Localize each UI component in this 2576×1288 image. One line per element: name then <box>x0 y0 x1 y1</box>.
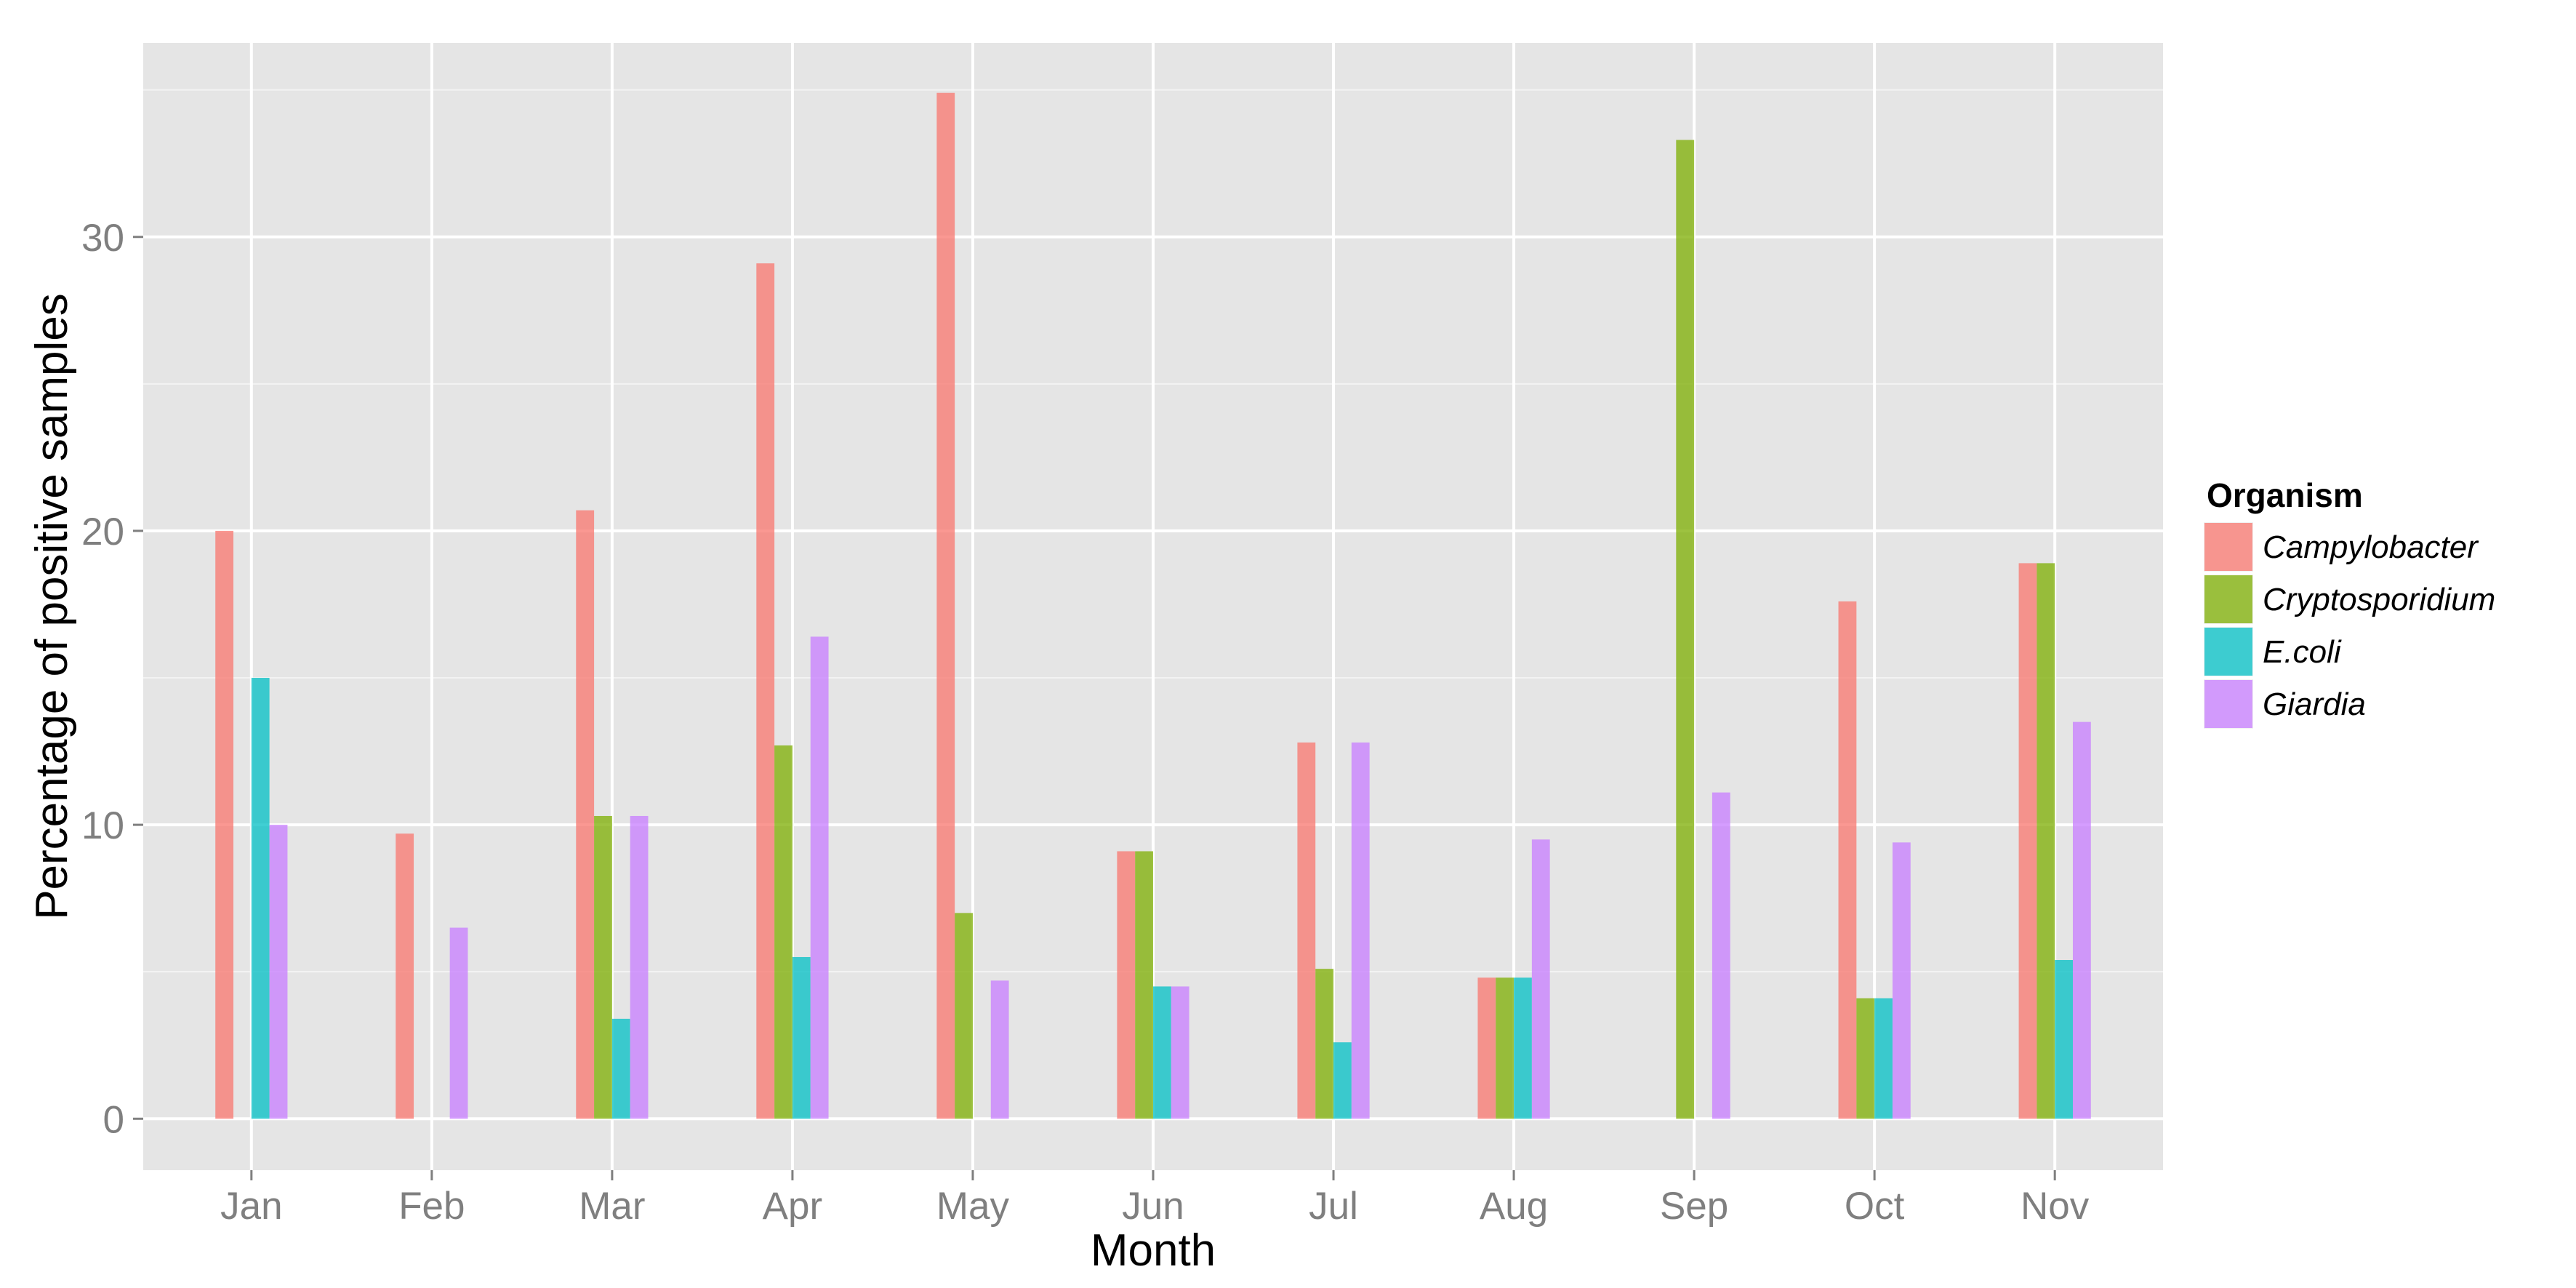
legend-label: Cryptosporidium <box>2263 582 2495 617</box>
legend-item: Giardia <box>2202 678 2366 730</box>
bar <box>1117 851 1136 1119</box>
bar <box>1514 977 1532 1119</box>
bars <box>215 92 2091 1119</box>
legend-label: Giardia <box>2263 687 2366 722</box>
bar <box>792 956 811 1119</box>
bar <box>1712 792 1730 1119</box>
bar <box>396 833 414 1119</box>
bar <box>251 678 270 1119</box>
bar <box>1135 851 1153 1119</box>
bar <box>215 530 234 1119</box>
x-axis: Jan Feb Mar Apr May Jun Jul Aug Sep Oct Nov <box>220 1170 2090 1228</box>
bar <box>2037 563 2055 1119</box>
bar <box>756 263 775 1119</box>
y-tick-label: 10 <box>81 804 124 847</box>
x-tick-label: Aug <box>1480 1185 1548 1228</box>
bar <box>1171 986 1189 1119</box>
bar <box>1477 977 1496 1119</box>
x-tick-label: Jan <box>220 1185 282 1228</box>
bar <box>774 745 793 1119</box>
x-tick-label: Nov <box>2021 1185 2090 1228</box>
legend: Organism Campylobacter Cryptosporidium E.c… <box>2202 476 2495 730</box>
bar <box>630 815 649 1119</box>
legend-item: Campylobacter <box>2202 521 2479 573</box>
bar <box>611 1018 630 1119</box>
legend-label: E.coli <box>2263 634 2342 670</box>
legend-swatch <box>2204 680 2252 728</box>
legend-items: Campylobacter Cryptosporidium E.coli Giardi… <box>2202 521 2495 730</box>
bar <box>576 510 595 1119</box>
x-tick-label: Jun <box>1122 1185 1184 1228</box>
bar <box>810 636 829 1119</box>
y-axis-title: Percentage of positive samples <box>27 293 77 920</box>
bar <box>1892 842 1911 1119</box>
legend-swatch <box>2204 575 2252 623</box>
bar <box>2072 721 2091 1119</box>
x-tick-label: May <box>936 1185 1010 1228</box>
legend-item: E.coli <box>2202 625 2342 678</box>
bar <box>269 825 288 1119</box>
legend-title: Organism <box>2207 476 2363 514</box>
x-tick-label: Apr <box>763 1185 822 1228</box>
legend-swatch <box>2204 523 2252 571</box>
bar <box>449 927 468 1119</box>
bar <box>1297 742 1316 1119</box>
bar <box>1531 839 1550 1119</box>
bar <box>1333 1042 1352 1119</box>
bar <box>2018 563 2037 1119</box>
bar <box>2055 960 2073 1119</box>
y-tick-label: 0 <box>103 1098 124 1141</box>
y-axis: 0 10 20 30 <box>81 217 143 1141</box>
x-tick-label: Oct <box>1845 1185 1905 1228</box>
bar <box>955 913 973 1119</box>
bar <box>1496 977 1514 1119</box>
bar <box>1315 969 1334 1119</box>
y-tick-label: 20 <box>81 511 124 553</box>
bar <box>1856 998 1875 1119</box>
x-axis-title: Month <box>1091 1225 1216 1276</box>
legend-label: Campylobacter <box>2263 529 2479 565</box>
x-tick-label: Sep <box>1660 1185 1728 1228</box>
legend-item: Cryptosporidium <box>2202 573 2495 625</box>
bar <box>594 815 612 1119</box>
x-tick-label: Feb <box>398 1185 465 1228</box>
y-tick-label: 30 <box>81 217 124 260</box>
bar <box>1676 140 1695 1119</box>
x-tick-label: Jul <box>1309 1185 1358 1228</box>
bar <box>1874 998 1893 1119</box>
bar <box>1351 742 1370 1119</box>
bar <box>1153 986 1171 1119</box>
legend-swatch <box>2204 628 2252 676</box>
bar <box>936 92 955 1119</box>
x-tick-label: Mar <box>579 1185 645 1228</box>
bar <box>1838 601 1857 1119</box>
bar <box>990 980 1009 1119</box>
